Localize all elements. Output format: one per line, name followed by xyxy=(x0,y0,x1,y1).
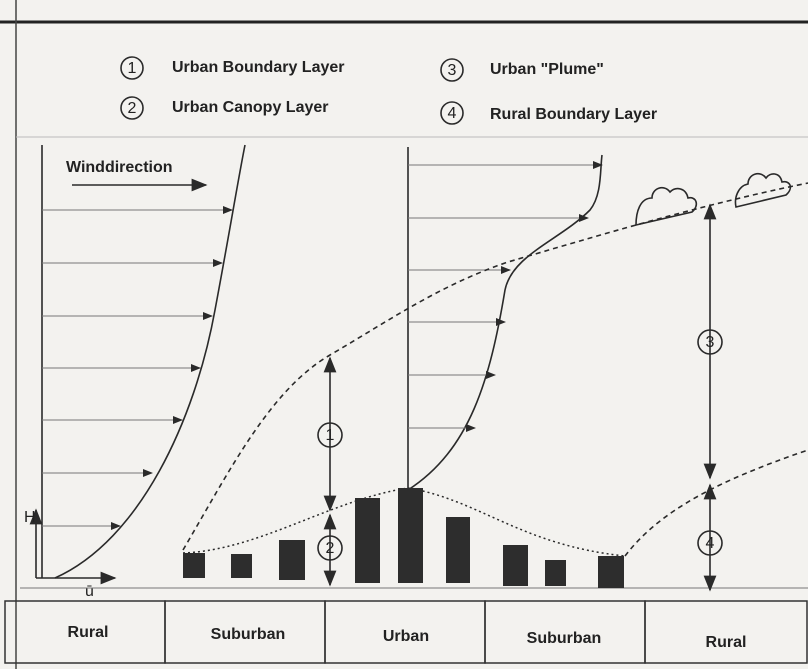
building xyxy=(446,517,470,583)
legend-label: Urban Canopy Layer xyxy=(172,99,328,116)
legend-label: Urban "Plume" xyxy=(490,61,604,78)
building xyxy=(231,554,252,578)
building xyxy=(503,545,528,586)
marker-number: 3 xyxy=(706,334,715,351)
legend-number: 3 xyxy=(448,62,457,79)
legend-number: 2 xyxy=(128,100,137,117)
axis-label-x: ū xyxy=(85,583,94,600)
building xyxy=(279,540,305,580)
zone-label: Urban xyxy=(383,628,429,645)
building xyxy=(398,488,423,583)
building xyxy=(598,556,624,588)
zone-label: Suburban xyxy=(211,626,286,643)
marker-number: 1 xyxy=(326,427,335,444)
axis-label-y: H xyxy=(24,509,36,526)
legend-number: 4 xyxy=(448,105,457,122)
diagram: 1 Urban Boundary Layer 2 Urban Canopy La… xyxy=(0,0,808,669)
legend-label: Rural Boundary Layer xyxy=(490,106,657,123)
zone-label: Suburban xyxy=(527,630,602,647)
zone-label: Rural xyxy=(706,634,747,651)
zone-label: Rural xyxy=(68,624,109,641)
building xyxy=(545,560,566,586)
legend-label: Urban Boundary Layer xyxy=(172,59,344,76)
wind-label: Winddirection xyxy=(66,159,173,176)
legend-number: 1 xyxy=(128,60,137,77)
building xyxy=(355,498,380,583)
marker-number: 4 xyxy=(706,535,715,552)
marker-number: 2 xyxy=(326,540,335,557)
building xyxy=(183,553,205,578)
